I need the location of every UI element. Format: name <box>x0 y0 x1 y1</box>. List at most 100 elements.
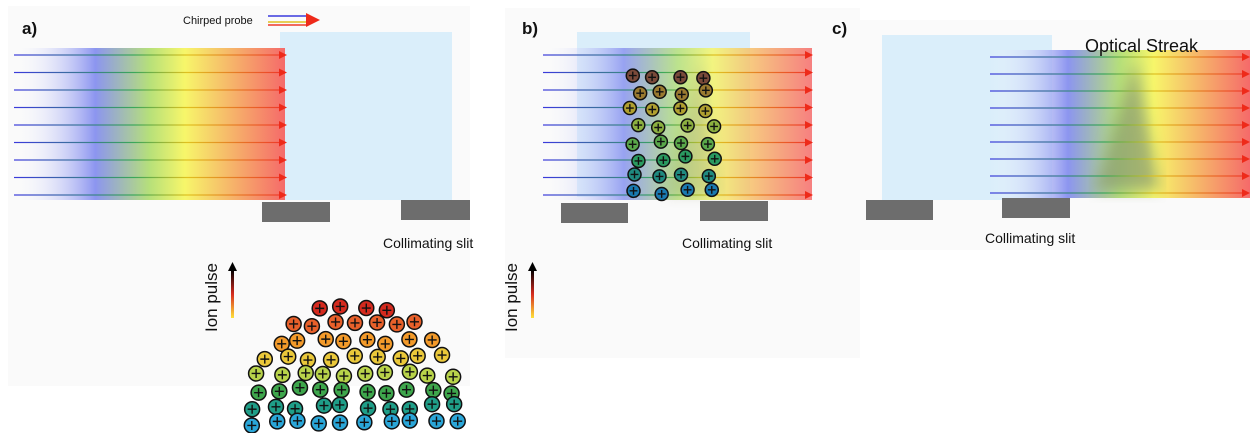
ion-plus <box>453 416 463 426</box>
ion <box>333 381 350 399</box>
probe-ray <box>543 159 807 161</box>
ray-head <box>279 103 287 112</box>
slit-label: Collimating slit <box>682 235 772 251</box>
ion <box>631 153 646 169</box>
probe-spectrum <box>14 48 285 200</box>
probe-ray <box>14 124 281 126</box>
panel-title: Optical Streak <box>1085 36 1199 56</box>
ion <box>291 379 309 396</box>
ion-label: Ion pulse <box>502 263 521 332</box>
ion <box>247 365 265 382</box>
probe-ray <box>990 90 1244 92</box>
ion <box>650 120 666 135</box>
ion <box>622 100 638 116</box>
ion-plus <box>277 339 287 349</box>
ion <box>331 414 349 431</box>
ion <box>376 364 394 381</box>
probe-ray <box>990 124 1244 126</box>
ion-plus <box>301 368 311 378</box>
ion-plus <box>431 416 441 426</box>
ion <box>243 417 261 433</box>
ion <box>314 365 331 383</box>
ion-plus <box>289 319 299 329</box>
ion-plus <box>292 416 302 426</box>
ray-head <box>805 86 813 94</box>
ion-plus <box>699 74 708 83</box>
ion-plus <box>656 137 665 146</box>
ion <box>644 70 660 85</box>
ion-plus <box>387 416 397 426</box>
ion <box>423 331 441 349</box>
ion <box>423 395 441 413</box>
ion <box>368 314 386 331</box>
ion <box>378 384 395 402</box>
ion <box>625 137 640 152</box>
ion-plus <box>382 305 392 315</box>
ion-plus <box>405 367 415 377</box>
ion-plus <box>409 317 419 327</box>
ion-plus <box>628 140 637 149</box>
ion <box>652 169 667 184</box>
probe-ray <box>543 124 807 126</box>
ion <box>327 313 344 331</box>
ion-plus <box>319 401 329 411</box>
ion <box>425 381 442 399</box>
ion-plus <box>636 89 645 98</box>
ion-plus <box>380 339 390 349</box>
probe-ray <box>14 54 281 56</box>
probe-ray <box>543 89 807 91</box>
ion <box>256 350 274 368</box>
probe-ray <box>14 106 281 109</box>
ion <box>273 335 290 353</box>
ion <box>331 396 349 414</box>
ion <box>652 84 667 100</box>
ion <box>673 135 689 151</box>
ion-plus <box>427 335 437 345</box>
ion-plus <box>701 86 710 95</box>
ion-plus <box>654 123 663 132</box>
ion <box>269 413 286 430</box>
ion-plus <box>404 334 414 344</box>
ion <box>311 300 328 317</box>
ion-plus <box>339 371 349 381</box>
ion-plus <box>405 404 415 414</box>
ion <box>315 397 333 414</box>
ray-head <box>1242 172 1250 180</box>
ion <box>701 168 717 184</box>
probe-ray <box>14 159 281 161</box>
ion <box>356 414 373 431</box>
probe-ray <box>990 192 1244 194</box>
ion-plus <box>677 170 685 179</box>
ion <box>656 152 671 168</box>
ion-plus <box>396 353 406 363</box>
ion <box>289 412 306 430</box>
ion-plus <box>338 336 348 346</box>
ion-plus <box>361 303 371 313</box>
probe-ray <box>990 158 1244 160</box>
probe-ray <box>14 194 281 196</box>
ion <box>243 400 261 418</box>
ion-plus <box>380 367 390 377</box>
ray-head <box>1242 104 1250 112</box>
ray-head <box>805 121 813 129</box>
ion-plus <box>335 400 345 410</box>
ray-head <box>1242 138 1250 146</box>
ion-label: Ion pulse <box>202 263 221 332</box>
ion <box>358 299 375 317</box>
ion <box>271 383 288 400</box>
ion-plus <box>657 190 666 198</box>
ion-plus <box>701 107 710 115</box>
ion <box>704 182 720 198</box>
ion <box>346 347 364 365</box>
ray-head <box>279 156 287 164</box>
ion-plus <box>359 417 369 427</box>
ion-plus <box>251 368 261 378</box>
ion-plus <box>360 369 370 379</box>
ion-plus <box>254 388 264 398</box>
ion-plus <box>335 301 345 311</box>
ion <box>312 381 329 398</box>
ion-plus <box>677 139 685 147</box>
ion-plus <box>676 104 685 113</box>
ion <box>359 331 376 348</box>
